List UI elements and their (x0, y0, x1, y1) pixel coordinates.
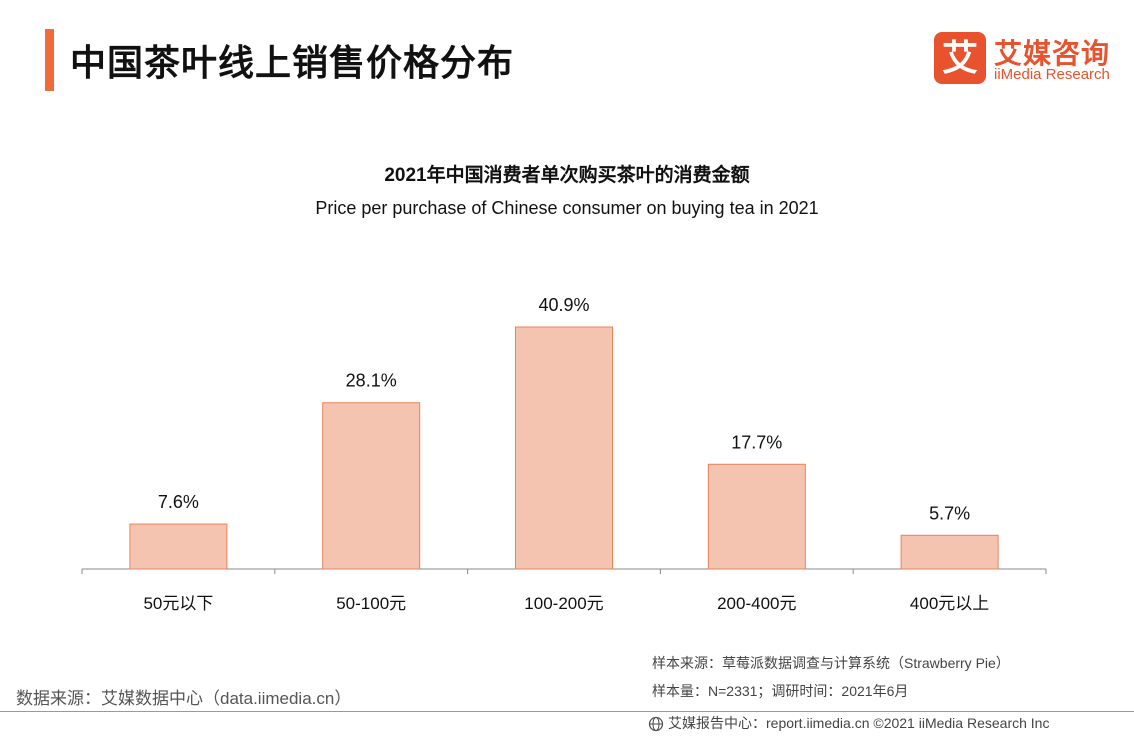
sample-size-note: 样本量：N=2331；调研时间：2021年6月 (652, 683, 909, 699)
sample-source-note: 样本来源：草莓派数据调查与计算系统（Strawberry Pie） (652, 655, 1010, 671)
chart-title: 2021年中国消费者单次购买茶叶的消费金额 (384, 165, 750, 186)
category-label-4: 200-400元 (717, 594, 796, 613)
bar-1 (129, 523, 228, 570)
footer-credit-text: 艾媒报告中心：report.iimedia.cn ©2021 iiMedia R… (668, 715, 1050, 731)
title-accent-bar (45, 29, 54, 91)
logo-mark-icon: 艾 (934, 32, 986, 84)
chart-subtitle: Price per purchase of Chinese consumer o… (315, 198, 819, 218)
data-label-2: 28.1% (346, 371, 397, 391)
bar-4 (707, 463, 806, 570)
logo-english-text: iiMedia Research (994, 66, 1110, 83)
data-label-1: 7.6% (158, 492, 199, 512)
category-label-1: 50元以下 (143, 594, 213, 613)
category-label-3: 100-200元 (524, 594, 603, 613)
bar-5 (900, 534, 999, 570)
logo-chinese-text: 艾媒咨询 (994, 38, 1111, 69)
category-label-5: 400元以上 (910, 594, 989, 613)
footer-credit: 艾媒报告中心：report.iimedia.cn ©2021 iiMedia R… (648, 713, 1049, 733)
data-label-4: 17.7% (731, 432, 782, 452)
footer-divider (0, 711, 1134, 712)
category-label-2: 50-100元 (336, 594, 406, 613)
data-source-note: 数据来源：艾媒数据中心（data.iimedia.cn） (16, 689, 352, 708)
iimedia-logo: 艾 艾媒咨询 iiMedia Research (934, 32, 1124, 88)
globe-icon (648, 717, 664, 732)
page-title: 中国茶叶线上销售价格分布 (70, 42, 515, 83)
data-label-3: 40.9% (538, 295, 589, 315)
bar-3 (515, 326, 613, 570)
data-label-5: 5.7% (929, 503, 970, 523)
bar-2 (322, 402, 421, 570)
